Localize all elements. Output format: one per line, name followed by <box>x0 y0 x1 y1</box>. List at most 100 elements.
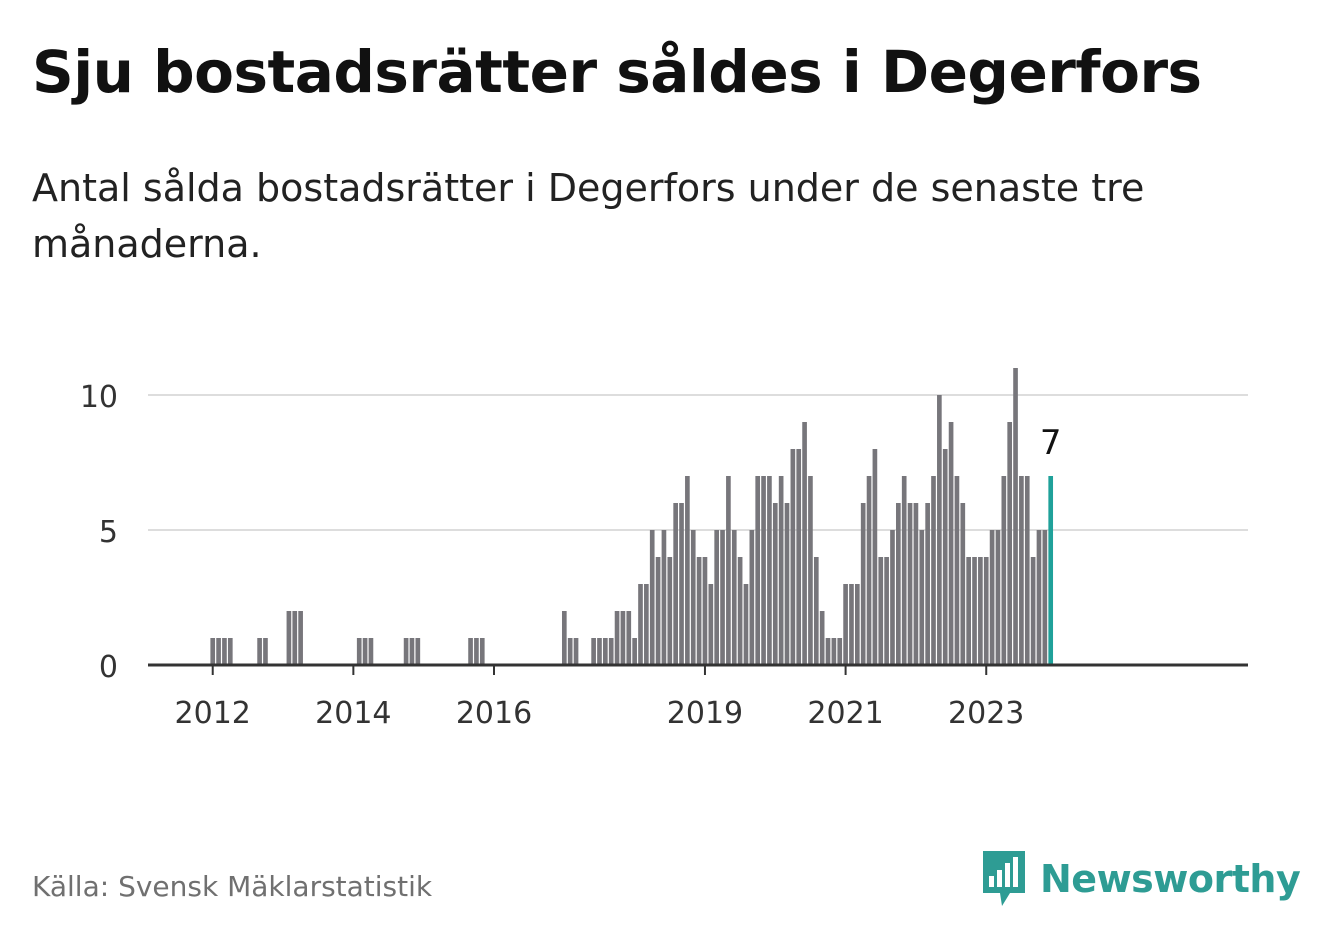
bar <box>825 638 831 665</box>
axes: 0 5 10 2012 2014 2016 2019 2021 2023 7 <box>80 380 1248 731</box>
bar <box>843 584 848 665</box>
bar <box>1013 368 1018 665</box>
bar <box>591 638 596 665</box>
bar <box>813 557 819 665</box>
bar <box>702 557 708 665</box>
bar <box>567 638 573 665</box>
bar <box>983 557 989 665</box>
bar <box>690 530 696 665</box>
bar <box>772 503 778 665</box>
bar <box>1001 476 1007 665</box>
bar <box>931 476 936 665</box>
bar <box>286 611 292 665</box>
bar <box>292 611 298 665</box>
y-tick-label: 5 <box>99 515 118 550</box>
bar <box>966 557 971 665</box>
bar <box>1036 530 1042 665</box>
bar <box>661 530 667 665</box>
bar <box>767 476 772 665</box>
bar <box>603 638 608 665</box>
bar <box>368 638 374 665</box>
bar <box>479 638 485 665</box>
bar <box>1048 476 1054 665</box>
bar <box>403 638 409 665</box>
bar <box>960 503 966 665</box>
source-note: Källa: Svensk Mäklarstatistik <box>32 870 433 903</box>
bar <box>667 557 673 665</box>
bar <box>872 449 878 665</box>
bar <box>263 638 268 665</box>
bar <box>632 638 637 665</box>
x-tick-label: 2016 <box>456 696 532 731</box>
x-tick-label: 2021 <box>807 696 883 731</box>
bar <box>989 530 995 665</box>
bar <box>761 476 766 665</box>
bar <box>784 503 790 665</box>
bar <box>778 476 784 665</box>
bar <box>907 503 913 665</box>
bar <box>849 584 854 665</box>
bar <box>608 638 614 665</box>
bar <box>1019 476 1024 665</box>
bar <box>679 503 684 665</box>
bar <box>561 611 567 665</box>
bar <box>1042 530 1048 665</box>
x-tick-label: 2019 <box>667 696 743 731</box>
x-tick-label: 2023 <box>948 696 1024 731</box>
bar <box>620 611 626 665</box>
newsworthy-logo: Newsworthy <box>980 848 1301 910</box>
bar <box>731 530 737 665</box>
bar <box>755 476 761 665</box>
bar <box>884 557 889 665</box>
bar <box>802 422 807 665</box>
bar <box>726 476 731 665</box>
bar <box>1024 476 1030 665</box>
bar <box>409 638 415 665</box>
bar <box>614 611 620 665</box>
bar <box>995 530 1001 665</box>
bar <box>257 638 262 665</box>
bar <box>415 638 421 665</box>
bar <box>644 584 649 665</box>
bar <box>714 530 720 665</box>
bar <box>854 584 860 665</box>
bar <box>468 638 473 665</box>
y-tick-label: 0 <box>99 650 118 685</box>
chart-subtitle: Antal sålda bostadsrätter i Degerfors un… <box>32 166 1145 266</box>
bar <box>737 557 743 665</box>
bar <box>878 557 884 665</box>
bar <box>743 584 749 665</box>
last-value-label: 7 <box>1040 423 1062 463</box>
bar <box>685 476 690 665</box>
bar <box>749 530 755 665</box>
bar <box>216 638 221 665</box>
bar <box>210 638 216 665</box>
bar <box>573 638 579 665</box>
bar <box>222 638 227 665</box>
bar <box>790 449 796 665</box>
chart-title: Sju bostadsrätter såldes i Degerfors <box>32 38 1202 106</box>
bar <box>972 557 977 665</box>
bar <box>954 476 960 665</box>
bar <box>720 530 725 665</box>
bar <box>937 395 942 665</box>
bar <box>890 530 895 665</box>
bar <box>655 557 661 665</box>
bars <box>210 368 1054 665</box>
bar <box>1007 422 1013 665</box>
bar <box>901 476 907 665</box>
bar <box>837 638 843 665</box>
bar <box>362 638 368 665</box>
bar <box>227 638 233 665</box>
bar <box>819 611 825 665</box>
x-tick-label: 2014 <box>315 696 391 731</box>
y-tick-label: 10 <box>80 380 118 415</box>
bar <box>696 557 702 665</box>
bar <box>597 638 602 665</box>
bar <box>948 422 954 665</box>
x-tick-label: 2012 <box>175 696 251 731</box>
bar <box>626 611 632 665</box>
bar <box>474 638 479 665</box>
bar <box>1030 557 1036 665</box>
